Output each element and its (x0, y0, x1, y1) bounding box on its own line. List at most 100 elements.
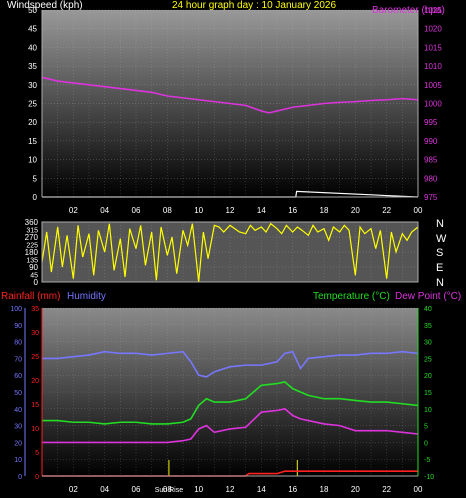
top-xtick-label: 20 (351, 206, 360, 215)
top-ytick-label: 25 (28, 100, 37, 109)
compass-s: S (436, 247, 443, 259)
top-y2tick-label: 1020 (424, 25, 442, 34)
mid-ytick-label: 360 (25, 218, 39, 227)
temp-tick-label: 30 (424, 340, 432, 347)
bottom-xtick-label: 20 (351, 485, 360, 494)
bottom-xtick-label: 06 (132, 485, 141, 494)
mid-ytick-label-minor: 225 (26, 243, 38, 250)
top-ytick-label: 35 (28, 62, 37, 71)
header-barometer-label: Barometer (hpa) (372, 5, 445, 16)
rain-tick-label: 0 (35, 474, 39, 481)
bottom-xtick-label: 16 (288, 485, 297, 494)
temp-tick-label: 35 (424, 323, 432, 330)
temp-tick-label: 40 (424, 306, 432, 313)
compass-n-bottom: N (436, 277, 444, 289)
humidity-tick-label: 100 (10, 306, 22, 313)
mid-ytick-label: 180 (25, 248, 39, 257)
rainfall-label: Rainfall (mm) (1, 291, 60, 302)
top-y2tick-label: 975 (424, 193, 438, 202)
compass-e: E (436, 262, 443, 274)
humidity-tick-label: 50 (14, 390, 22, 397)
top-ytick-label: 5 (33, 174, 38, 183)
rain-tick-label: 5 (35, 450, 39, 457)
humidity-tick-label: 80 (14, 340, 22, 347)
temperature-label: Temperature (°C) (313, 291, 390, 302)
top-xtick-label: 08 (163, 206, 172, 215)
dewpoint-line (42, 407, 419, 444)
humidity-label: Humidity (67, 291, 106, 302)
temp-tick-label: 0 (424, 440, 428, 447)
bottom-xtick-label: 10 (194, 485, 203, 494)
top-xtick-label: 00 (414, 206, 423, 215)
mid-ytick-label: 0 (34, 278, 39, 287)
mid-frame (41, 221, 419, 283)
bottom-xtick-label: 18 (320, 485, 329, 494)
bottom-xtick-label: 00 (414, 485, 423, 494)
rain-tick-label: 35 (31, 306, 39, 313)
top-y2tick-label: 980 (424, 174, 438, 183)
top-y2tick-label: 1000 (424, 100, 442, 109)
top-xtick-label: 04 (100, 206, 109, 215)
mid-ytick-label-minor: 135 (26, 258, 38, 265)
mid-ytick-label-minor: 45 (30, 273, 38, 280)
top-y2tick-label: 1005 (424, 81, 442, 90)
top-ytick-label: 0 (33, 193, 38, 202)
top-xtick-label: 06 (132, 206, 141, 215)
mid-ytick-label: 270 (25, 233, 39, 242)
temp-tick-label: 25 (424, 356, 432, 363)
top-xtick-label: 16 (288, 206, 297, 215)
bottom-xtick-label: 12 (226, 485, 235, 494)
top-xtick-label: 10 (194, 206, 203, 215)
humidity-line (42, 350, 419, 378)
rain-tick-label: 10 (31, 426, 39, 433)
bottom-xtick-label: 22 (382, 485, 391, 494)
wind-direction-line (41, 222, 419, 283)
bottom-xtick-label: 08 (163, 485, 172, 494)
humidity-tick-label: 20 (14, 440, 22, 447)
top-y2tick-label: 990 (424, 137, 438, 146)
dewpoint-label: Dew Point (°C) (395, 291, 461, 302)
top-y2tick-label: 1025 (424, 6, 442, 15)
top-y2tick-label: 995 (424, 118, 438, 127)
top-xtick-label: 02 (69, 206, 78, 215)
top-y2tick-label: 1015 (424, 43, 442, 52)
humidity-tick-label: 90 (14, 323, 22, 330)
bottom-plot-area (42, 308, 418, 476)
chart-marks: 0510152025303540455097598098599099510001… (10, 6, 442, 494)
temp-tick-label: 10 (424, 407, 432, 414)
humidity-tick-label: 60 (14, 373, 22, 380)
header-title: 24 hour graph day : 10 January 2026 (172, 0, 336, 11)
top-ytick-label: 20 (28, 118, 37, 127)
top-ytick-label: 15 (28, 137, 37, 146)
temp-tick-label: 20 (424, 373, 432, 380)
top-xtick-label: 18 (320, 206, 329, 215)
compass-w: W (436, 233, 447, 245)
humidity-tick-label: 0 (18, 474, 22, 481)
mid-ytick-label-minor: 315 (26, 228, 38, 235)
temp-tick-label: 15 (424, 390, 432, 397)
rain-tick-label: 20 (31, 378, 39, 385)
compass-n-top: N (436, 218, 444, 230)
rain-tick-label: 25 (31, 354, 39, 361)
temp-tick-label: -10 (424, 474, 434, 481)
top-xtick-label: 14 (257, 206, 266, 215)
bottom-xtick-label: 02 (69, 485, 78, 494)
top-y2tick-label: 1010 (424, 62, 442, 71)
bottom-xtick-label: 14 (257, 485, 266, 494)
top-ytick-label: 40 (28, 43, 37, 52)
temp-tick-label: 5 (424, 424, 428, 431)
barometer-line (41, 76, 419, 114)
humidity-tick-label: 40 (14, 407, 22, 414)
temperature-line (42, 381, 419, 425)
temp-tick-label: -5 (424, 457, 430, 464)
top-y2tick-label: 985 (424, 156, 438, 165)
rain-tick-label: 15 (31, 402, 39, 409)
top-ytick-label: 10 (28, 156, 37, 165)
humidity-tick-label: 70 (14, 356, 22, 363)
rain-tick-label: 30 (31, 330, 39, 337)
top-xtick-label: 22 (382, 206, 391, 215)
humidity-tick-label: 10 (14, 457, 22, 464)
sun-event-label: Sun Rise (155, 487, 184, 494)
